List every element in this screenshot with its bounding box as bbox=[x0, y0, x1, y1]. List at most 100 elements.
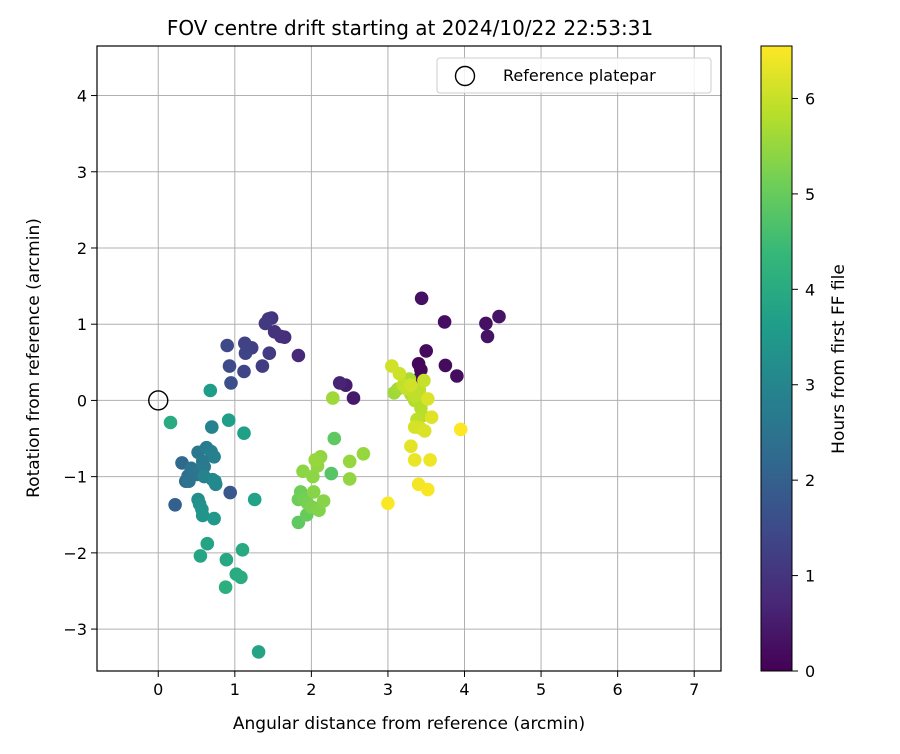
data-point bbox=[492, 309, 506, 324]
colorbar-tick-label: 4 bbox=[805, 280, 815, 299]
y-tick-label: 1 bbox=[77, 315, 87, 334]
x-tick-label: 1 bbox=[230, 680, 240, 699]
data-point bbox=[450, 369, 464, 383]
data-point bbox=[308, 453, 323, 467]
data-point bbox=[207, 511, 221, 526]
data-point bbox=[193, 549, 208, 563]
data-point bbox=[356, 447, 371, 461]
data-point bbox=[205, 420, 219, 434]
x-tick-label: 0 bbox=[153, 680, 163, 699]
data-point bbox=[203, 383, 218, 398]
legend-entry: Reference platepar bbox=[503, 66, 656, 85]
data-point bbox=[258, 316, 273, 331]
data-point bbox=[417, 373, 431, 388]
data-point bbox=[197, 459, 211, 474]
y-axis-label: Rotation from reference (arcmin) bbox=[24, 218, 44, 498]
colorbar-tick-label: 1 bbox=[805, 567, 815, 586]
legend: Reference platepar bbox=[436, 57, 712, 94]
data-point bbox=[237, 364, 251, 379]
data-point bbox=[419, 344, 434, 358]
data-point bbox=[222, 359, 237, 373]
data-point bbox=[414, 291, 429, 306]
data-point bbox=[342, 454, 357, 469]
data-point bbox=[251, 645, 266, 659]
data-point bbox=[255, 359, 270, 373]
x-tick-label: 4 bbox=[459, 680, 469, 699]
data-point bbox=[437, 315, 452, 329]
colorbar: 0 1 2 3 4 5 6 Hours from first FF file bbox=[760, 45, 849, 681]
colorbar-tick-label: 2 bbox=[805, 471, 815, 490]
data-point bbox=[235, 543, 250, 557]
x-axis-label: Angular distance from reference (arcmin) bbox=[233, 714, 585, 734]
data-point bbox=[237, 426, 251, 441]
data-points bbox=[148, 291, 506, 659]
y-axis-ticks: −3 −2 −1 0 1 2 3 4 bbox=[63, 87, 97, 639]
data-point bbox=[453, 422, 468, 437]
data-point bbox=[238, 346, 253, 361]
data-point bbox=[220, 338, 234, 353]
data-point bbox=[208, 474, 222, 489]
y-tick-label: −3 bbox=[63, 620, 87, 639]
data-point bbox=[207, 450, 221, 464]
data-point bbox=[346, 391, 361, 405]
x-tick-label: 5 bbox=[536, 680, 546, 699]
colorbar-label: Hours from first FF file bbox=[829, 264, 849, 454]
plot-frame bbox=[96, 45, 722, 672]
data-point bbox=[224, 376, 238, 390]
colorbar-tick-label: 6 bbox=[805, 89, 815, 108]
colorbar-tick-label: 5 bbox=[805, 185, 815, 204]
data-point bbox=[218, 580, 233, 594]
data-point bbox=[238, 336, 252, 351]
data-point bbox=[479, 316, 493, 331]
data-point bbox=[404, 439, 418, 454]
data-point bbox=[247, 492, 262, 507]
data-point bbox=[417, 424, 432, 438]
data-point bbox=[326, 391, 340, 405]
y-tick-label: −1 bbox=[63, 468, 87, 487]
grid bbox=[97, 46, 721, 671]
data-point bbox=[223, 485, 237, 500]
data-point bbox=[291, 348, 306, 363]
x-tick-label: 6 bbox=[613, 680, 623, 699]
data-point bbox=[221, 413, 236, 428]
legend-box bbox=[436, 57, 712, 94]
reference-point-marker bbox=[148, 390, 169, 411]
data-point bbox=[421, 392, 435, 406]
data-point bbox=[385, 359, 399, 373]
data-point bbox=[195, 508, 210, 523]
data-point bbox=[327, 431, 342, 446]
data-point bbox=[306, 469, 320, 484]
data-point bbox=[163, 415, 178, 430]
data-point bbox=[404, 378, 418, 393]
data-point bbox=[421, 482, 435, 497]
y-tick-label: 3 bbox=[77, 163, 87, 182]
x-tick-label: 7 bbox=[689, 680, 699, 699]
data-point bbox=[332, 376, 347, 390]
y-tick-label: 4 bbox=[77, 87, 87, 106]
data-point bbox=[423, 453, 437, 467]
data-point bbox=[480, 329, 495, 344]
data-point bbox=[200, 536, 215, 551]
y-tick-label: 2 bbox=[77, 239, 87, 258]
y-tick-label: 0 bbox=[77, 391, 87, 410]
data-point bbox=[316, 494, 331, 508]
data-point bbox=[306, 485, 321, 499]
data-point bbox=[267, 325, 282, 339]
data-point bbox=[438, 358, 453, 373]
data-point bbox=[424, 410, 439, 425]
data-point bbox=[381, 496, 395, 511]
legend-marker-icon bbox=[454, 65, 476, 87]
data-point bbox=[407, 453, 422, 467]
x-tick-label: 3 bbox=[383, 680, 393, 699]
chart-title: FOV centre drift starting at 2024/10/22 … bbox=[167, 16, 653, 40]
colorbar-tick-label: 3 bbox=[805, 376, 815, 395]
data-point bbox=[262, 346, 277, 361]
x-tick-label: 2 bbox=[306, 680, 316, 699]
data-point bbox=[234, 570, 248, 585]
data-point bbox=[342, 472, 357, 486]
data-point bbox=[324, 466, 339, 481]
colorbar-gradient bbox=[760, 45, 793, 672]
colorbar-ticks: 0 1 2 3 4 5 6 bbox=[792, 89, 815, 681]
